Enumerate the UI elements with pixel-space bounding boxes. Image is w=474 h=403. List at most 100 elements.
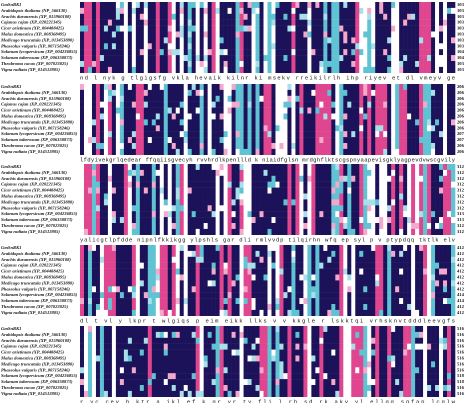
alignment-cell [155,43,161,50]
alignment-cell [95,211,101,218]
alignment-cell [135,107,141,114]
alignment-cell [295,37,300,44]
alignment-cell [135,2,141,9]
alignment-cell [143,385,149,392]
alignment-cell [311,169,316,176]
alignment-cell [223,169,228,176]
alignment-cell [435,66,440,73]
alignment-cell [191,331,196,338]
alignment-cell [227,223,232,230]
alignment-cell [243,61,248,68]
alignment-cell [327,148,332,155]
alignment-cell [291,43,296,50]
alignment-cell [127,169,133,176]
alignment-cell [127,107,133,114]
alignment-cell [415,292,420,299]
alignment-cell [343,205,348,212]
alignment-cell [175,143,181,150]
alignment-cell [155,349,161,356]
alignment-cell [447,31,452,38]
alignment-cell [155,89,161,96]
alignment-cell [135,131,141,138]
alignment-cell [155,37,161,44]
alignment-cell [375,55,380,62]
alignment-cell [195,13,200,20]
alignment-cell [439,84,444,91]
alignment-cell [235,169,240,176]
alignment-cell [159,25,165,32]
alignment-cell [139,326,145,333]
alignment-cell [347,292,352,299]
alignment-cell [451,37,456,44]
alignment-cell [80,31,85,38]
alignment-cell [375,101,380,108]
alignment-cell [80,175,85,182]
alignment-cell [139,250,145,257]
alignment-cell [291,25,296,32]
species-name: GmSnRK1 [1,164,21,169]
alignment-cell [423,66,428,73]
species-name: Arachis duranensis (XP_015960108) [0,338,71,343]
alignment-cell [359,223,364,230]
alignment-cell [351,304,356,311]
alignment-cell [99,280,105,287]
alignment-cell [323,61,328,68]
alignment-cell [267,199,272,206]
alignment-cell [439,262,444,269]
alignment-cell [203,19,208,26]
alignment-cell [303,175,308,182]
alignment-cell [351,187,356,194]
alignment-cell [227,49,232,56]
alignment-cell [391,250,396,257]
species-name: Arachis duranensis (XP_015960108) [0,14,71,19]
alignment-cell [419,286,424,293]
alignment-cell [259,187,264,194]
alignment-cell [127,205,133,212]
alignment-cell [107,373,113,380]
alignment-cell [299,25,304,32]
alignment-cell [211,101,216,108]
alignment-cell [223,2,228,9]
alignment-cell [315,280,320,287]
alignment-cell [259,286,264,293]
alignment-cell [319,125,324,132]
position-number: 103 [457,20,465,25]
alignment-cell [83,125,89,132]
alignment-cell [319,164,324,171]
alignment-cell [151,367,157,374]
alignment-cell [383,125,388,132]
alignment-cell [431,95,436,102]
alignment-cell [187,361,193,368]
alignment-cell [423,148,428,155]
alignment-cell [311,256,316,263]
alignment-cell [247,280,252,287]
alignment-cell [291,304,296,311]
alignment-cell [211,268,216,275]
alignment-cell [451,7,456,14]
alignment-cell [363,228,368,235]
alignment-cell [207,268,212,275]
alignment-cell [371,107,376,114]
alignment-cell [415,304,420,311]
alignment-cell [135,250,141,257]
alignment-cell [167,228,173,235]
alignment-cell [111,250,117,257]
alignment-cell [343,268,348,275]
alignment-cell [251,43,256,50]
alignment-cell [371,101,376,108]
alignment-cell [395,223,400,230]
alignment-cell [363,268,368,275]
alignment-cell [303,274,308,281]
alignment-cell [83,148,89,155]
alignment-cell [183,95,189,102]
alignment-cell [315,181,320,188]
alignment-cell [103,298,109,305]
alignment-cell [167,61,173,68]
alignment-cell [403,148,408,155]
alignment-cell [267,49,272,56]
alignment-cell [383,245,388,252]
species-name: Solanum lycopersicum (XP_004236855) [1,49,78,54]
alignment-cell [211,131,216,138]
alignment-cell [279,89,284,96]
species-name: Arachis duranensis (XP_015960108) [0,96,71,101]
